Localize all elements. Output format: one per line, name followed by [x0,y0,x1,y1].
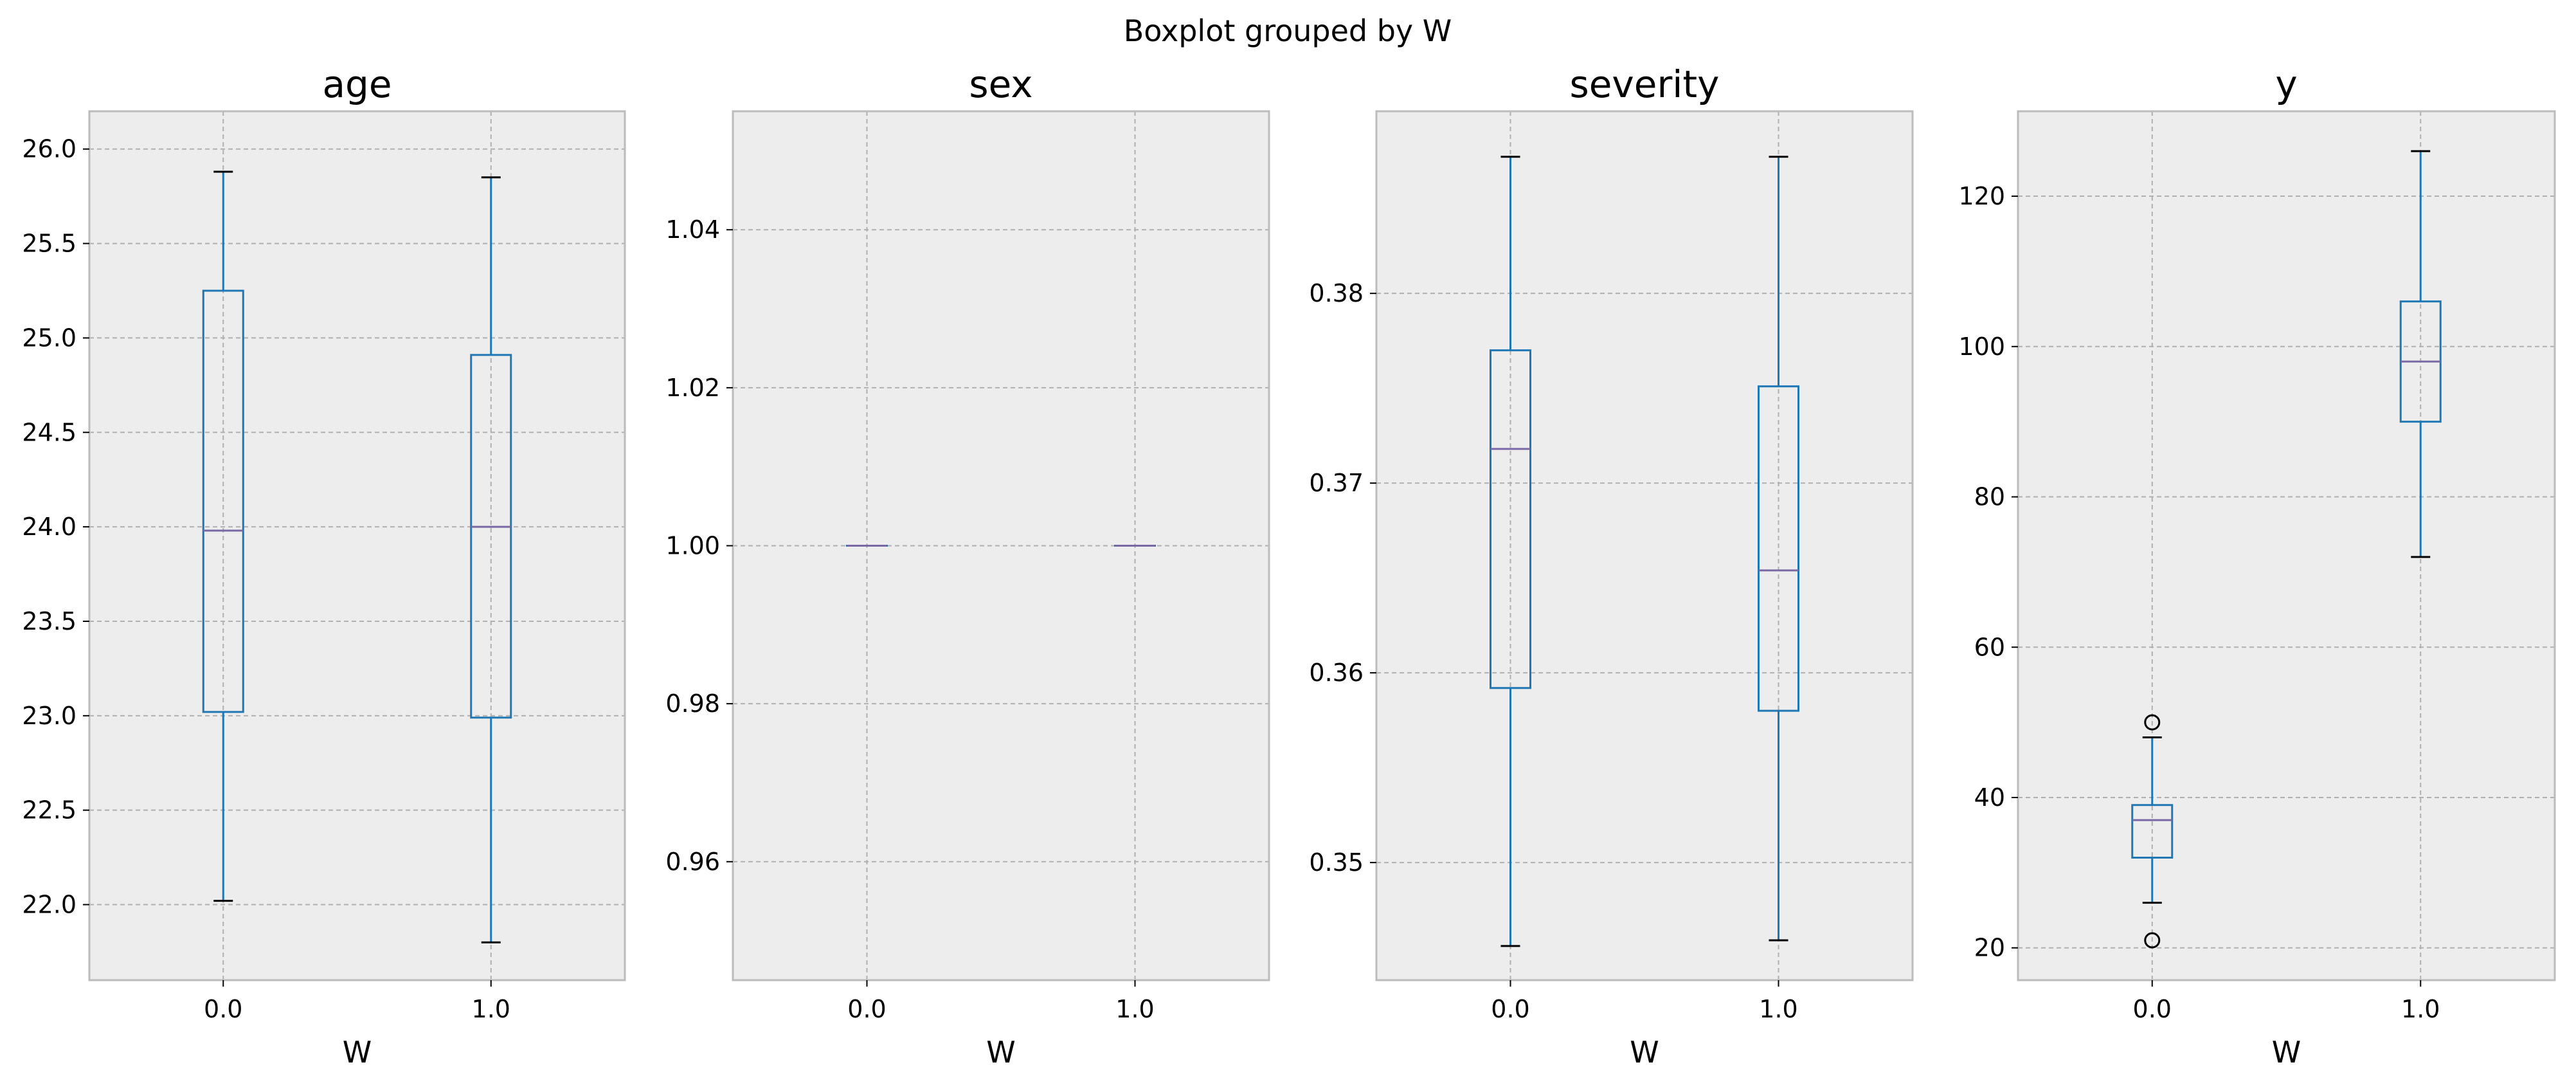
y-tick-label: 0.37 [1309,469,1364,497]
y-tick-label: 25.5 [22,230,77,258]
x-axis-label: W [986,1035,1015,1070]
y-tick-label: 23.5 [22,607,77,635]
y-tick-label: 24.5 [22,418,77,446]
axes-background [2018,111,2555,980]
y-tick-label: 40 [1974,783,2005,812]
x-tick-label: 0.0 [2133,995,2172,1023]
x-tick-label: 1.0 [1115,995,1154,1023]
x-axis-label: W [343,1035,372,1070]
y-tick-label: 25.0 [22,324,77,352]
y-tick-label: 20 [1974,934,2005,962]
axes-background [1376,111,1913,980]
x-tick-label: 0.0 [204,995,242,1023]
box-iqr [1490,349,1531,689]
axes-frame [2017,110,2556,981]
y-tick-label: 1.02 [665,374,720,402]
box-iqr [2131,804,2174,859]
x-tick-label: 1.0 [2401,995,2440,1023]
y-tick-label: 60 [1974,633,2005,661]
y-tick-label: 0.98 [665,689,720,718]
y-tick-label: 100 [1958,333,2005,361]
x-axis-label: W [1630,1035,1659,1070]
y-tick-label: 1.04 [665,215,720,244]
axes-frame [1375,110,1914,981]
x-tick-label: 0.0 [1491,995,1529,1023]
y-tick-label: 24.0 [22,513,77,541]
y-tick-label: 120 [1958,182,2005,210]
box-iqr [202,289,244,713]
y-tick-label: 22.0 [22,891,77,919]
y-tick-label: 1.00 [665,532,720,560]
y-tick-label: 22.5 [22,796,77,825]
y-tick-label: 80 [1974,483,2005,511]
outlier-point [2144,714,2161,731]
x-tick-label: 0.0 [847,995,886,1023]
y-tick-label: 0.38 [1309,279,1364,307]
box-iqr [1758,385,1799,712]
y-tick-label: 0.96 [665,848,720,876]
outlier-point [2144,932,2161,949]
x-tick-label: 1.0 [1759,995,1797,1023]
figure-suptitle: Boxplot grouped by W [1124,14,1452,48]
panel-title: age [322,62,392,106]
panel-title: severity [1570,62,1720,106]
box-iqr [470,354,512,719]
panel-title: sex [969,62,1032,106]
x-axis-label: W [2272,1035,2301,1070]
y-tick-label: 0.35 [1309,848,1364,877]
axes-background [89,111,625,980]
panel-title: y [2275,62,2297,106]
y-tick-label: 26.0 [22,135,77,163]
x-tick-label: 1.0 [472,995,510,1023]
axes-frame [88,110,626,981]
y-tick-label: 0.36 [1309,659,1364,687]
y-tick-label: 23.0 [22,702,77,730]
